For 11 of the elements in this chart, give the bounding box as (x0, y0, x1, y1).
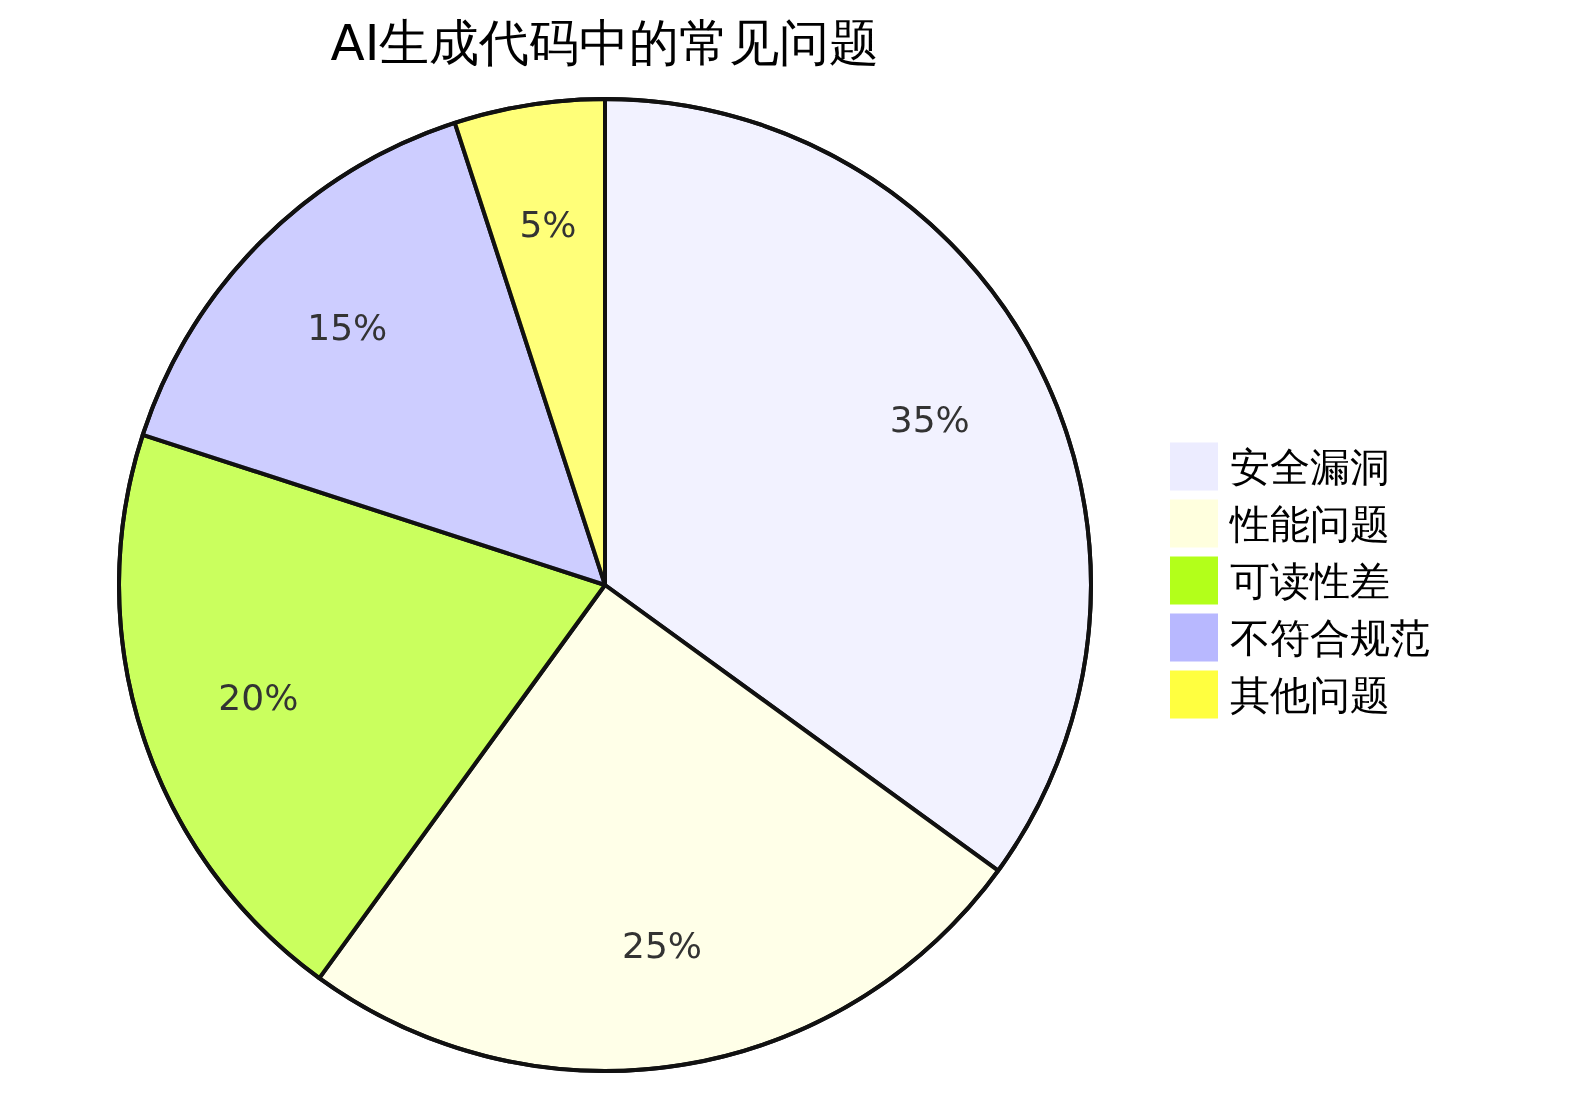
data-label: 25% (622, 924, 703, 966)
data-label: 15% (307, 306, 388, 348)
legend-label: 可读性差 (1230, 557, 1390, 604)
chart-title: AI生成代码中的常见问题 (330, 14, 880, 72)
data-label: 35% (889, 399, 970, 441)
legend-label: 不符合规范 (1230, 614, 1430, 661)
legend-label: 其他问题 (1230, 671, 1390, 718)
legend-label: 性能问题 (1228, 500, 1390, 547)
legend-label: 安全漏洞 (1230, 443, 1390, 490)
data-label: 20% (218, 677, 299, 719)
data-label: 5% (519, 204, 577, 246)
